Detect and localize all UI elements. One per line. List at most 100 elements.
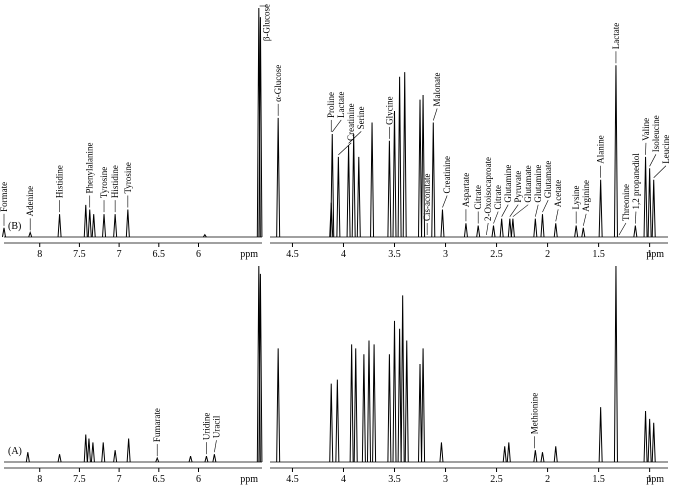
leader-line: [583, 213, 587, 226]
leader-line: [618, 222, 627, 236]
peak-label: Aspartate: [461, 173, 471, 207]
peak: [643, 411, 648, 463]
x-tick-label: 4.5: [286, 474, 299, 485]
peak-label: Fumarate: [152, 408, 162, 442]
peak: [276, 117, 281, 238]
peak: [370, 122, 375, 238]
peak-label: Glutamate: [543, 161, 553, 199]
peak: [397, 76, 402, 238]
leader-line: [493, 211, 499, 224]
leader-line: [338, 142, 352, 156]
peak-label: Lactate: [611, 23, 621, 49]
x-tick-label: 8: [37, 474, 42, 485]
x-tick-label: 3: [443, 249, 448, 260]
peak: [392, 111, 397, 238]
peak-label: β-Glucose: [262, 4, 272, 41]
peak-label: Citrate: [473, 185, 483, 210]
peak: [647, 418, 652, 463]
peak: [633, 225, 638, 238]
peak: [346, 145, 351, 238]
peak: [502, 446, 507, 463]
peak-label: Alanine: [596, 135, 606, 164]
peak: [574, 225, 579, 238]
leader-line: [432, 108, 438, 121]
x-tick-label: 7.5: [73, 474, 86, 485]
peak: [387, 354, 392, 463]
leader-line: [501, 204, 509, 217]
peak-label: Proline: [326, 92, 336, 118]
peak: [335, 379, 340, 463]
peak-label: Tyrosine: [123, 162, 133, 193]
peak: [366, 340, 371, 463]
peak-label: Creatinine: [442, 156, 452, 194]
peak: [404, 340, 409, 463]
peak-label: Isoleucine: [651, 115, 661, 152]
peak: [113, 214, 118, 238]
peak: [353, 348, 358, 463]
peak-label: Histidine: [110, 165, 120, 198]
peak-label: Pyruvate: [513, 171, 523, 203]
peak: [613, 65, 618, 238]
peak: [102, 214, 107, 238]
x-tick-label: 4.5: [286, 249, 299, 260]
x-axis-label: ppm: [240, 249, 258, 260]
x-tick-label: 3.5: [388, 249, 401, 260]
peak: [506, 442, 511, 463]
x-tick-label: 1: [647, 249, 652, 260]
peak: [510, 218, 515, 238]
leader-line: [512, 204, 529, 217]
peak: [25, 452, 30, 463]
peak: [553, 223, 558, 238]
peak-label: 2-Oxoisocaproate: [483, 157, 493, 221]
x-tick-label: 6.5: [153, 474, 166, 485]
leader-line: [542, 199, 549, 213]
peak: [651, 422, 656, 463]
peak: [540, 452, 545, 463]
peak: [212, 454, 217, 463]
peak: [83, 434, 88, 463]
x-tick-label: 2: [545, 249, 550, 260]
peak: [86, 438, 91, 463]
peak: [57, 454, 62, 463]
peak: [418, 99, 423, 238]
peak: [258, 273, 263, 463]
peak: [439, 442, 444, 463]
leader-line: [653, 165, 667, 178]
leader-line: [535, 204, 539, 217]
peak-label: Tyrosine: [99, 167, 109, 198]
peak: [188, 455, 193, 463]
peak: [643, 156, 648, 238]
peak-label: Glutamate: [523, 165, 533, 203]
peak-label: Citrate: [493, 185, 503, 210]
peak: [581, 227, 586, 238]
x-tick-label: 2.5: [490, 474, 503, 485]
peak-label: Formate: [0, 182, 9, 212]
peak-label: α-Glucose: [273, 65, 283, 102]
peak-label: Glycine: [384, 96, 394, 125]
peak-label: Cis-aconitate: [422, 174, 432, 221]
x-axis-label: ppm: [646, 249, 664, 260]
peak-label: Serine: [356, 106, 366, 129]
peak: [540, 214, 545, 238]
peak: [101, 442, 106, 463]
peak-label: Leucine: [661, 135, 671, 164]
leader-line: [555, 209, 559, 222]
x-tick-label: 1: [647, 474, 652, 485]
leader-line: [649, 154, 657, 167]
peak: [90, 442, 95, 463]
peak: [553, 446, 558, 463]
peak: [2, 227, 6, 238]
peak-label: 1,2 propanediol: [631, 153, 641, 210]
x-tick-label: 2.5: [490, 249, 503, 260]
peak: [651, 179, 656, 238]
panel-label: (A): [8, 446, 22, 457]
peak: [392, 320, 397, 463]
peak-label: Histidine: [55, 165, 65, 198]
x-tick-label: 6: [196, 249, 201, 260]
peak: [83, 204, 88, 238]
peak: [361, 354, 366, 463]
peak: [533, 218, 538, 238]
peak-label: Phenylalanine: [85, 143, 95, 194]
peak: [397, 328, 402, 463]
